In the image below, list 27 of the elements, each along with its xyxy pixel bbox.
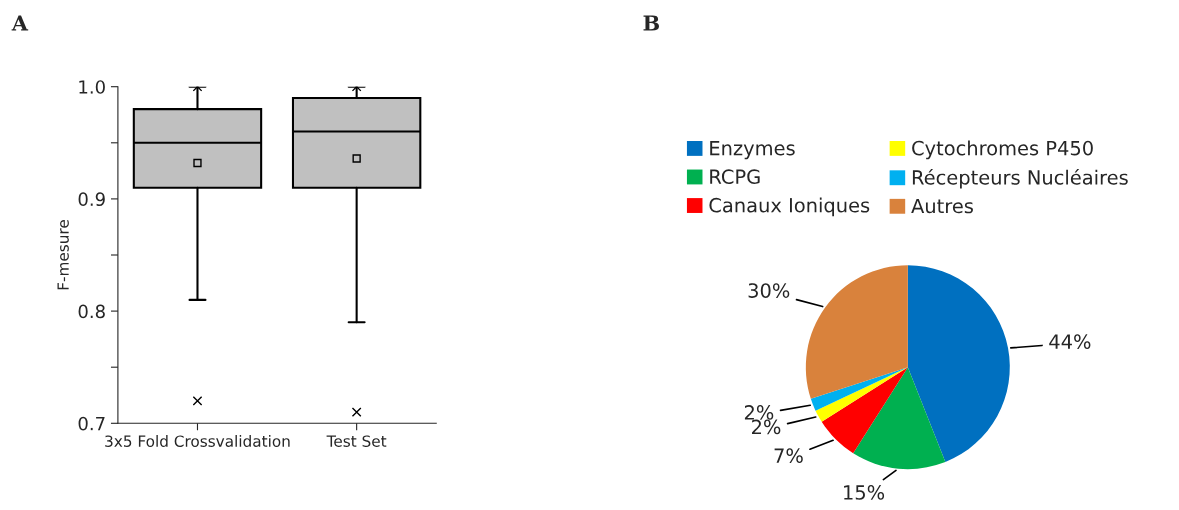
legend-label: Récepteurs Nucléaires [912,168,1128,189]
legend-label: Canaux Ioniques [709,197,870,217]
pie-slice [815,367,908,422]
legend-label: Autres [911,198,973,214]
pie-slice [907,265,1010,463]
y-tick-label: 0.9 [78,192,105,207]
legend-label: RCPG [710,169,760,185]
data-label: 44% [1049,334,1091,349]
chart-title: B [643,15,660,31]
pie-slice [805,265,908,399]
x-tick-label: 3x5 Fold Crossvalidation [105,435,290,447]
pie-slice [853,367,946,470]
y-tick-label: 1.0 [79,80,105,94]
y-axis-title: F-mesure [57,220,69,290]
pie-slice [810,367,908,411]
data-label: 30% [748,283,790,298]
data-label: 2% [744,405,774,420]
y-tick-label: 0.8 [78,304,105,319]
x-tick-label: Test Set [326,435,387,447]
chart-title: A [11,15,29,31]
legend-label: Enzymes [710,141,795,160]
data-label: 7% [774,448,803,463]
data-label: 15% [844,485,885,500]
data-label: 2% [752,419,781,435]
y-tick-label: 0.7 [78,416,105,431]
pie-slice [821,367,908,454]
legend-label: Cytochromes P450 [912,140,1093,160]
